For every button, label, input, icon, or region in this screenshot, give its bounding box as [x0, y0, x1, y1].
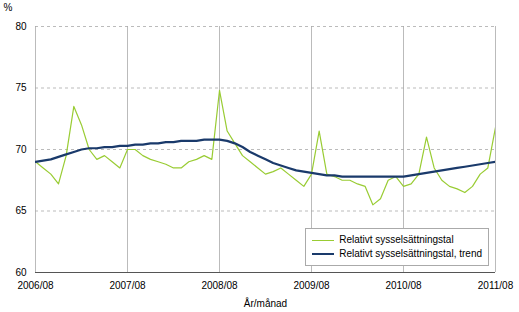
html-text:Relativt sysselsättningstal: Relativt sysselsättningstal [339, 234, 454, 245]
svg-text:%: % [4, 2, 13, 13]
svg-text:År/månad: År/månad [244, 297, 287, 309]
svg-text:60: 60 [15, 267, 27, 278]
svg-text:2010/08: 2010/08 [385, 280, 422, 291]
svg-text:2008/08: 2008/08 [201, 280, 238, 291]
svg-text:2009/08: 2009/08 [293, 280, 330, 291]
svg-text:65: 65 [15, 205, 27, 216]
svg-text:70: 70 [15, 144, 27, 155]
svg-text:2011/08: 2011/08 [478, 280, 514, 291]
svg-text:75: 75 [15, 82, 27, 93]
html-text:Relativt sysselsättningstal, t: Relativt sysselsättningstal, trend [339, 248, 482, 259]
svg-text:80: 80 [15, 21, 27, 32]
svg-text:2006/08: 2006/08 [17, 280, 54, 291]
svg-text:2007/08: 2007/08 [109, 280, 146, 291]
